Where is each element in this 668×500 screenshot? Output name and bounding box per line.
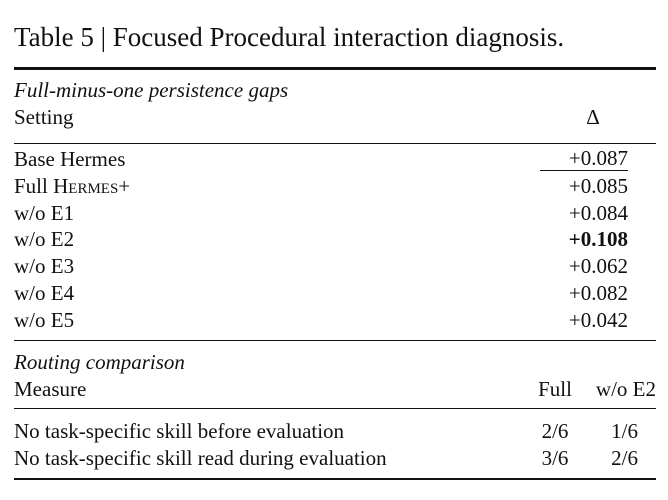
setting-text: + <box>118 173 131 198</box>
wo-e2-cell: 2/6 <box>611 445 638 470</box>
setting-cell: w/o E5 <box>14 307 75 332</box>
bottom-rule <box>14 478 656 480</box>
column-header: Δ <box>586 105 600 129</box>
delta-cell: +0.084 <box>568 200 628 225</box>
delta-cell: +0.108 <box>568 227 628 252</box>
column-header: Full <box>538 377 572 401</box>
setting-text: Full <box>14 173 54 198</box>
setting-text: Hermes <box>53 173 119 198</box>
setting-cell: Base Hermes <box>14 147 126 171</box>
full-cell: 3/6 <box>541 445 569 470</box>
column-header: Setting <box>14 105 74 129</box>
delta-cell: +0.087 <box>540 146 628 171</box>
section-caption: Routing comparison <box>14 350 185 374</box>
delta-cell: +0.085 <box>568 173 628 198</box>
measure-cell: No task-specific skill read during evalu… <box>14 445 387 470</box>
delta-cell: +0.062 <box>568 254 628 279</box>
top-rule <box>14 67 656 70</box>
setting-cell: w/o E2 <box>14 227 75 252</box>
mid-rule <box>14 143 656 144</box>
wo-e2-cell: 1/6 <box>611 419 638 443</box>
section-rule <box>14 340 656 341</box>
mid-rule <box>14 408 656 409</box>
setting-cell: w/o E4 <box>14 281 75 305</box>
delta-cell: +0.042 <box>568 307 628 332</box>
full-cell: 2/6 <box>541 419 569 443</box>
setting-cell: w/o E1 <box>14 200 75 225</box>
table-title: Table 5 | Focused Procedural interaction… <box>14 22 565 52</box>
measure-cell: No task-specific skill before evaluation <box>14 419 345 443</box>
delta-cell: +0.082 <box>568 281 628 305</box>
column-header: w/o E2 <box>595 377 656 401</box>
section-caption: Full-minus-one persistence gaps <box>14 78 289 102</box>
column-header: Measure <box>14 377 87 401</box>
setting-cell: Full Hermes+ <box>14 173 130 199</box>
setting-cell: w/o E3 <box>14 254 75 279</box>
